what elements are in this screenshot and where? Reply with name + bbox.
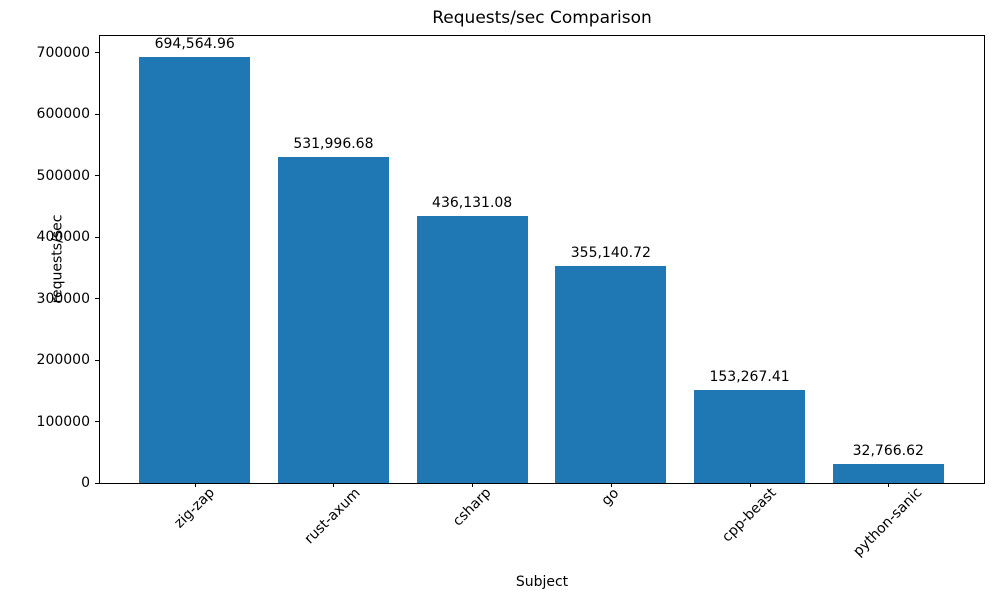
y-tick-label: 100000 <box>36 413 90 430</box>
y-tick-mark <box>95 482 99 484</box>
y-tick-mark <box>95 298 99 300</box>
y-tick-label: 0 <box>81 475 90 491</box>
x-tick-mark <box>333 483 335 487</box>
bar-rust-axum <box>277 157 389 483</box>
bar-go <box>555 265 667 483</box>
bar-value-label: 32,766.62 <box>852 442 924 459</box>
bar-python-sanic <box>832 463 944 483</box>
plot-area <box>99 35 985 484</box>
x-tick-mark <box>472 483 474 487</box>
y-tick-mark <box>95 236 99 238</box>
y-tick-label: 300000 <box>36 290 90 307</box>
y-tick-label: 200000 <box>36 352 90 369</box>
x-tick-mark <box>194 483 196 487</box>
y-tick-mark <box>95 52 99 54</box>
bar-csharp <box>416 216 528 483</box>
x-tick-label-python-sanic: python-sanic <box>850 484 926 561</box>
y-tick-label: 400000 <box>36 229 90 246</box>
bar-value-label: 153,267.41 <box>709 368 790 385</box>
x-tick-label-csharp: csharp <box>449 484 495 530</box>
bar-cpp-beast <box>694 389 806 483</box>
x-tick-label-cpp-beast: cpp-beast <box>719 484 780 546</box>
y-tick-label: 700000 <box>36 44 90 61</box>
y-tick-mark <box>95 421 99 423</box>
y-tick-label: 500000 <box>36 167 90 184</box>
bar-value-label: 436,131.08 <box>432 195 513 212</box>
y-tick-mark <box>95 175 99 177</box>
x-tick-label-rust-axum: rust-axum <box>301 485 365 548</box>
x-tick-label-zig-zap: zig-zap <box>171 484 218 532</box>
x-tick-mark <box>749 483 751 487</box>
x-tick-label-go: go <box>598 484 623 509</box>
bar-value-label: 694,564.96 <box>154 36 235 53</box>
bar-value-label: 355,140.72 <box>570 244 651 261</box>
chart-title: Requests/sec Comparison <box>432 8 652 28</box>
y-tick-mark <box>95 113 99 115</box>
bar-value-label: 531,996.68 <box>293 136 374 153</box>
x-tick-mark <box>610 483 612 487</box>
y-tick-label: 600000 <box>36 106 90 123</box>
x-axis-label: Subject <box>515 574 569 590</box>
bar-zig-zap <box>139 57 251 483</box>
x-tick-mark <box>888 483 890 487</box>
y-tick-mark <box>95 359 99 361</box>
